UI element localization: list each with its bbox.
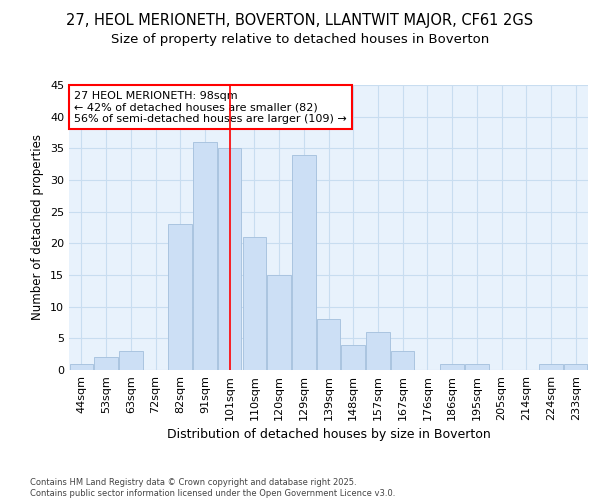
Bar [70,364,93,370]
Bar [218,148,241,370]
Bar [440,364,464,370]
Bar [539,364,563,370]
X-axis label: Distribution of detached houses by size in Boverton: Distribution of detached houses by size … [167,428,490,442]
Bar [564,364,587,370]
Bar [366,332,389,370]
Bar [317,320,340,370]
Text: Size of property relative to detached houses in Boverton: Size of property relative to detached ho… [111,32,489,46]
Bar [94,358,118,370]
Text: 27, HEOL MERIONETH, BOVERTON, LLANTWIT MAJOR, CF61 2GS: 27, HEOL MERIONETH, BOVERTON, LLANTWIT M… [67,12,533,28]
Bar [268,275,291,370]
Bar [341,344,365,370]
Bar [292,154,316,370]
Bar [119,351,143,370]
Bar [242,237,266,370]
Text: 27 HEOL MERIONETH: 98sqm
← 42% of detached houses are smaller (82)
56% of semi-d: 27 HEOL MERIONETH: 98sqm ← 42% of detach… [74,90,347,124]
Y-axis label: Number of detached properties: Number of detached properties [31,134,44,320]
Bar [391,351,415,370]
Bar [465,364,488,370]
Text: Contains HM Land Registry data © Crown copyright and database right 2025.
Contai: Contains HM Land Registry data © Crown c… [30,478,395,498]
Bar [193,142,217,370]
Bar [169,224,192,370]
